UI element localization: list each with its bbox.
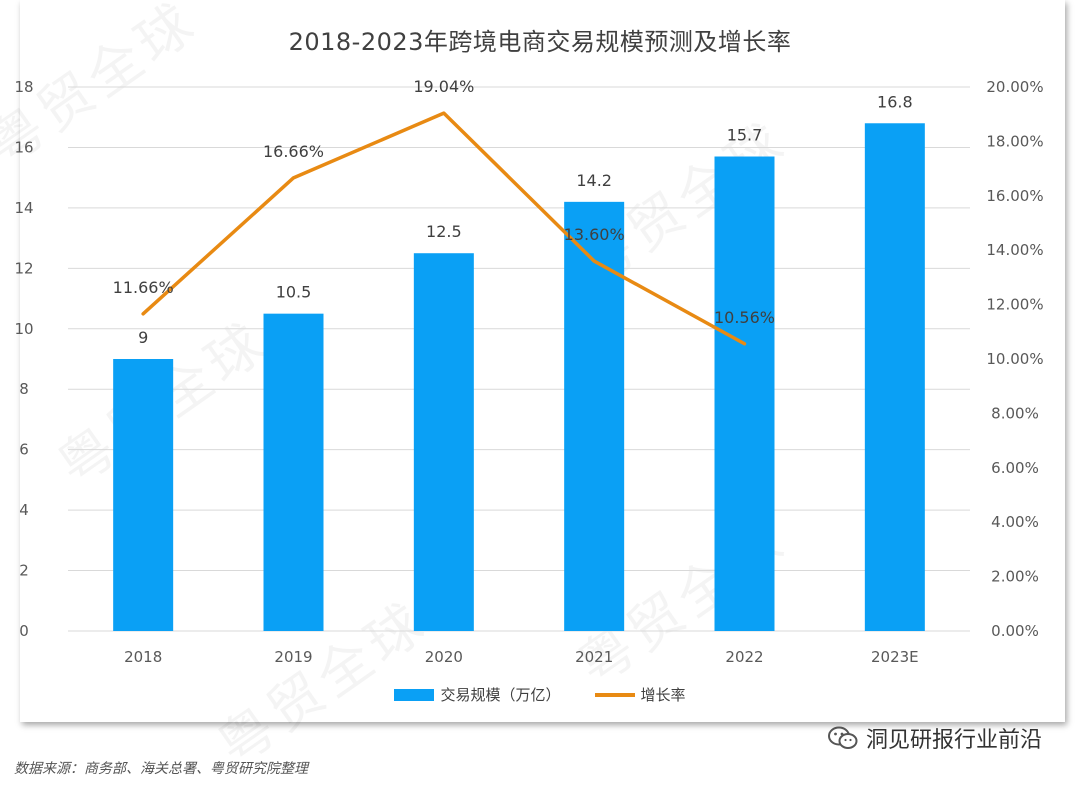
x-tick-label: 2021 [575,648,613,666]
chart-title: 2018-2023年跨境电商交易规模预测及增长率 [288,28,792,56]
y-left-tick-label: 10 [14,320,33,338]
source-note: 数据来源：商务部、海关总署、粤贸研究院整理 [14,761,308,777]
y-left-tick-label: 18 [14,78,33,96]
bar [714,156,775,631]
legend-item-bar[interactable]: 交易规模（万亿） [394,684,561,705]
line-data-label: 16.66% [263,142,324,161]
bar [564,201,625,631]
legend-swatch-bar [394,688,435,701]
y-right-tick-label: 12.00% [986,296,1043,314]
y-right-tick-label: 20.00% [986,78,1043,96]
bar [263,313,324,631]
line-data-label: 19.04% [413,77,474,96]
y-left-tick-label: 6 [19,441,29,459]
line-data-label: 11.66% [113,278,174,297]
y-right-tick-label: 6.00% [991,459,1039,477]
brand-name: 洞见研报行业前沿 [865,728,1042,753]
bar-data-label: 9 [138,328,148,347]
y-right-tick-label: 10.00% [986,350,1043,368]
legend-swatch-line [594,692,635,697]
x-tick-label: 2023E [871,648,919,666]
y-left-tick-label: 16 [14,138,33,156]
y-right-tick-label: 14.00% [986,241,1043,259]
y-right-tick-label: 18.00% [986,132,1043,150]
y-right-tick-label: 16.00% [986,187,1043,205]
y-left-tick-label: 8 [19,380,29,398]
legend-label-bar: 交易规模（万亿） [440,686,561,704]
line-data-label: 13.60% [564,225,625,244]
y-left-tick-label: 2 [19,562,29,580]
bar-data-label: 14.2 [576,171,612,190]
bar-data-label: 12.5 [426,222,462,241]
y-left-tick-label: 12 [14,259,33,277]
bar-data-label: 15.7 [727,126,763,145]
wechat-icon [827,726,858,749]
x-tick-label: 2020 [425,648,463,666]
x-tick-label: 2022 [725,648,763,666]
bar [413,253,474,631]
bar [113,359,174,631]
x-tick-label: 2018 [124,648,162,666]
y-right-tick-label: 2.00% [991,568,1039,586]
y-left-tick-label: 4 [19,501,29,519]
bar-data-label: 10.5 [276,283,312,302]
y-right-tick-label: 0.00% [991,622,1039,640]
y-left-tick-label: 0 [19,622,29,640]
x-tick-label: 2019 [274,648,312,666]
y-left-tick-label: 14 [14,199,33,217]
legend-item-line[interactable]: 增长率 [594,684,686,705]
bar-data-label: 16.8 [877,92,913,111]
brand-badge: 洞见研报行业前沿 [827,722,1042,754]
chart-legend: 交易规模（万亿） 增长率 [0,684,1080,705]
bar [864,123,925,632]
legend-label-line: 增长率 [640,686,686,704]
line-data-label: 10.56% [714,308,775,327]
y-right-tick-label: 8.00% [991,404,1039,422]
y-right-tick-label: 4.00% [991,513,1039,531]
